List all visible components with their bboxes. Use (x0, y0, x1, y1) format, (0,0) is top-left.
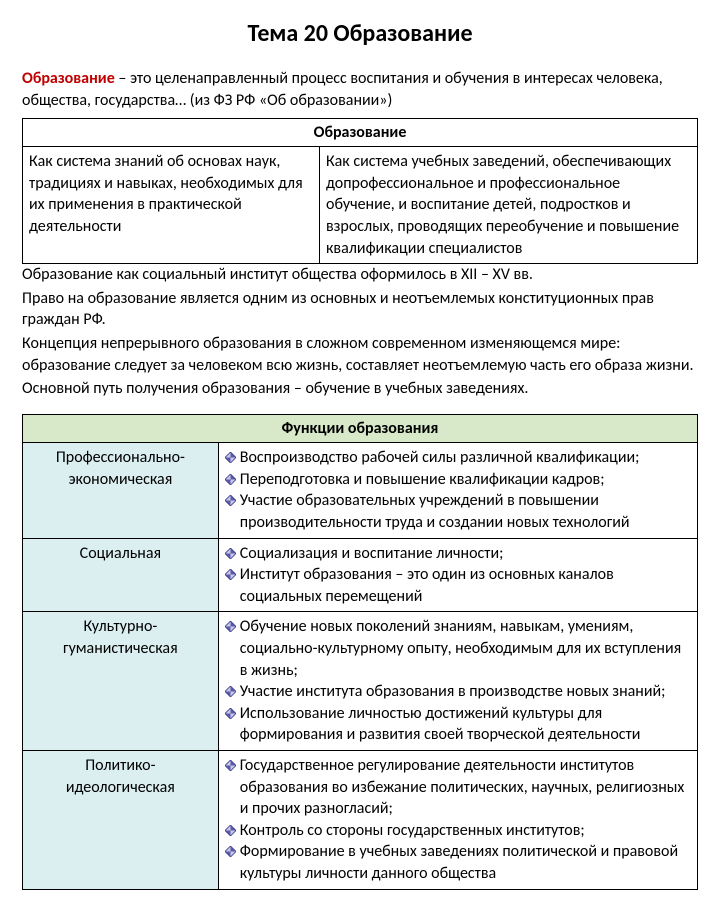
bullet-item: Участие образовательных учреждений в пов… (225, 490, 691, 533)
bullet-item: Переподготовка и повышение квалификации … (225, 469, 691, 491)
function-body-cell: Государственное регулирование деятельнос… (218, 751, 697, 890)
diamond-bullet-icon (225, 452, 236, 463)
functions-table: Функции образования Профессионально-экон… (22, 414, 698, 890)
diamond-bullet-icon (225, 474, 236, 485)
diamond-bullet-icon (225, 825, 236, 836)
bullet-text: Участие института образования в производ… (240, 681, 691, 703)
bullet-item: Социализация и воспитание личности; (225, 543, 691, 565)
function-label-line: гуманистическая (63, 639, 178, 658)
function-label-cell: Профессионально-экономическая (23, 443, 219, 538)
function-label-line: Социальная (80, 544, 161, 563)
function-body-cell: Обучение новых поколений знаниям, навыка… (218, 612, 697, 751)
bullet-text: Контроль со стороны государственных инст… (240, 820, 691, 842)
function-label-line: экономическая (68, 470, 172, 489)
diamond-bullet-icon (225, 760, 236, 771)
bullet-text: Переподготовка и повышение квалификации … (240, 469, 691, 491)
diamond-bullet-icon (225, 569, 236, 580)
middle-paragraph: Право на образование является одним из о… (22, 288, 698, 331)
table2-header: Функции образования (23, 414, 698, 443)
middle-paragraph: Концепция непрерывного образования в сло… (22, 333, 698, 376)
bullet-item: Участие института образования в производ… (225, 681, 691, 703)
diamond-bullet-icon (225, 686, 236, 697)
function-body-cell: Социализация и воспитание личности; Инст… (218, 538, 697, 612)
bullet-item: Обучение новых поколений знаниям, навыка… (225, 616, 691, 681)
diamond-bullet-icon (225, 846, 236, 857)
bullet-item: Воспроизводство рабочей силы различной к… (225, 447, 691, 469)
bullet-text: Институт образования – это один из основ… (240, 564, 691, 607)
definition-term: Образование (22, 69, 115, 88)
bullet-item: Институт образования – это один из основ… (225, 564, 691, 607)
bullet-text: Обучение новых поколений знаниям, навыка… (240, 616, 691, 681)
bullet-item: Формирование в учебных заведениях полити… (225, 841, 691, 884)
middle-paragraph: Образование как социальный институт обще… (22, 264, 698, 286)
bullet-item: Государственное регулирование деятельнос… (225, 755, 691, 820)
bullet-item: Контроль со стороны государственных инст… (225, 820, 691, 842)
function-label-cell: Культурно-гуманистическая (23, 612, 219, 751)
definition-text: – это целенаправленный процесс воспитани… (22, 69, 663, 110)
table1-left-cell: Как система знаний об основах наук, трад… (23, 147, 320, 264)
diamond-bullet-icon (225, 548, 236, 559)
diamond-bullet-icon (225, 708, 236, 719)
page-title: Тема 20 Образование (22, 18, 698, 50)
function-label-line: Культурно- (83, 617, 157, 636)
middle-paragraph: Основной путь получения образования – об… (22, 378, 698, 400)
bullet-text: Формирование в учебных заведениях полити… (240, 841, 691, 884)
bullet-item: Использование личностью достижений культ… (225, 703, 691, 746)
function-label-line: Политико- (85, 756, 155, 775)
bullet-text: Воспроизводство рабочей силы различной к… (240, 447, 691, 469)
diamond-bullet-icon (225, 495, 236, 506)
function-label-line: идеологическая (66, 778, 175, 797)
function-label-line: Профессионально- (56, 448, 185, 467)
middle-paragraphs: Образование как социальный институт обще… (22, 264, 698, 400)
diamond-bullet-icon (225, 621, 236, 632)
function-label-cell: Политико-идеологическая (23, 751, 219, 890)
bullet-text: Использование личностью достижений культ… (240, 703, 691, 746)
function-body-cell: Воспроизводство рабочей силы различной к… (218, 443, 697, 538)
bullet-text: Социализация и воспитание личности; (240, 543, 691, 565)
definition-table: Образование Как система знаний об основа… (22, 118, 698, 265)
table1-header: Образование (23, 118, 698, 147)
table1-right-cell: Как система учебных заведений, обеспечив… (320, 147, 698, 264)
function-label-cell: Социальная (23, 538, 219, 612)
definition-paragraph: Образование – это целенаправленный проце… (22, 68, 698, 111)
bullet-text: Участие образовательных учреждений в пов… (240, 490, 691, 533)
bullet-text: Государственное регулирование деятельнос… (240, 755, 691, 820)
